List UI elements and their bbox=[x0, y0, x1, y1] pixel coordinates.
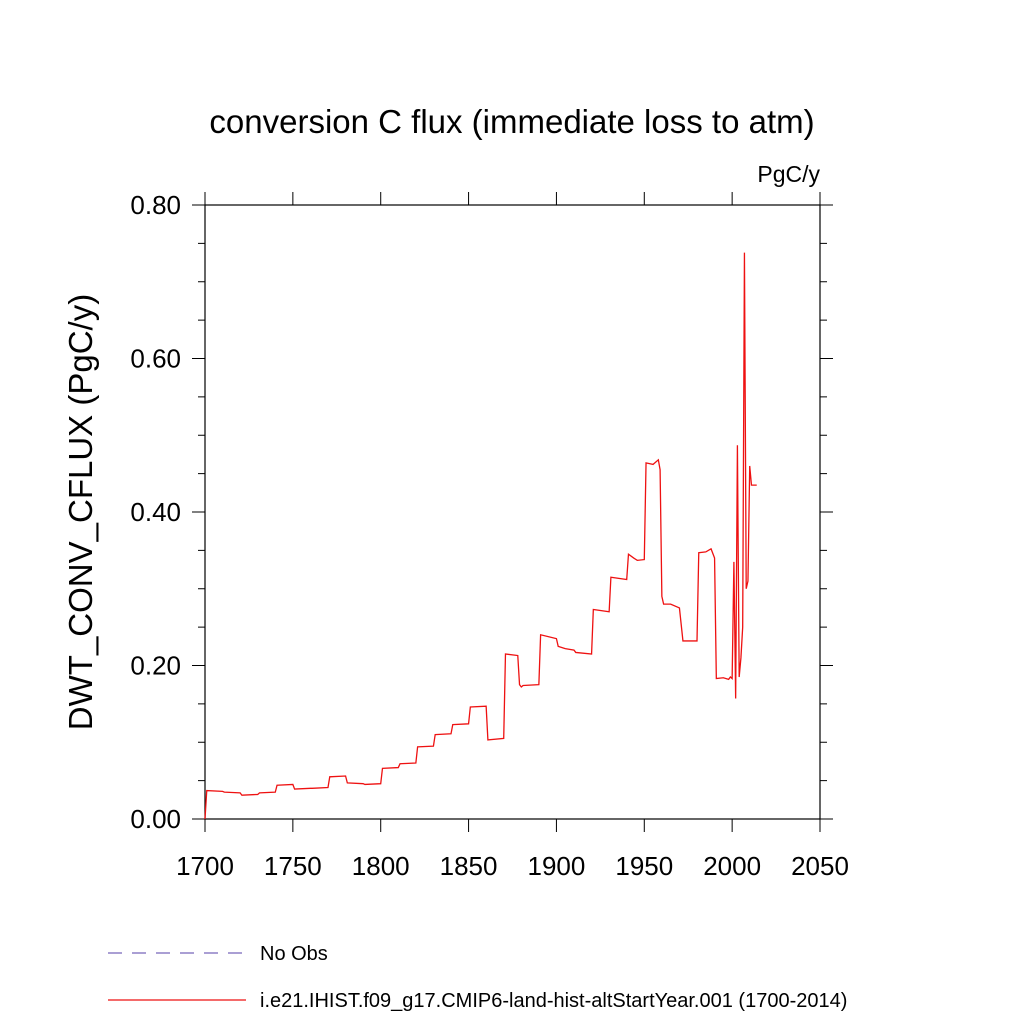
x-tick-label: 2050 bbox=[791, 851, 849, 881]
legend-label-1: i.e21.IHIST.f09_g17.CMIP6-land-hist-altS… bbox=[260, 990, 847, 1012]
series-layer bbox=[204, 252, 757, 820]
legend: No Obs i.e21.IHIST.f09_g17.CMIP6-land-his… bbox=[108, 943, 847, 1012]
x-axis-ticks: 1700 1750 1800 1850 1900 1950 2000 2050 bbox=[176, 192, 849, 881]
y-tick-label: 0.20 bbox=[130, 651, 181, 681]
y-tick-label: 0.40 bbox=[130, 497, 181, 527]
x-tick-label: 1750 bbox=[264, 851, 322, 881]
y-tick-label: 0.80 bbox=[130, 190, 181, 220]
plot-border bbox=[204, 204, 821, 820]
x-tick-label: 2000 bbox=[703, 851, 761, 881]
y-axis-label: DWT_CONV_CFLUX (PgC/y) bbox=[62, 294, 99, 730]
x-tick-label: 1900 bbox=[528, 851, 586, 881]
series-line-1 bbox=[204, 252, 757, 820]
chart-title: conversion C flux (immediate loss to atm… bbox=[209, 103, 814, 140]
y-tick-label: 0.60 bbox=[130, 344, 181, 374]
units-label: PgC/y bbox=[757, 161, 820, 187]
x-tick-label: 1950 bbox=[615, 851, 673, 881]
y-axis-ticks: 0.00 0.20 0.40 0.60 0.80 bbox=[130, 190, 833, 834]
legend-label-0: No Obs bbox=[260, 943, 328, 965]
x-tick-label: 1700 bbox=[176, 851, 234, 881]
y-tick-label: 0.00 bbox=[130, 804, 181, 834]
plot-frame bbox=[204, 204, 821, 820]
x-tick-label: 1800 bbox=[352, 851, 410, 881]
x-tick-label: 1850 bbox=[440, 851, 498, 881]
